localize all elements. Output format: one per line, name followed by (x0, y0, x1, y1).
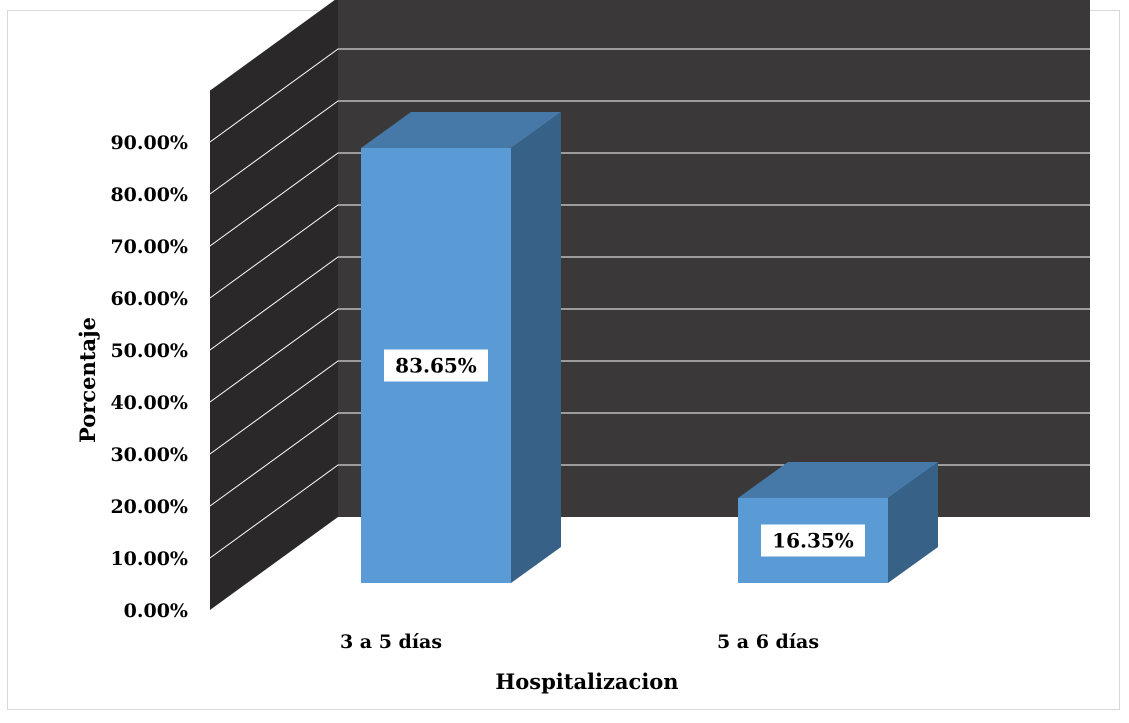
chart-walls (210, 0, 1090, 610)
data-label-box (384, 349, 488, 382)
gridline (209, 256, 1090, 351)
y-tick-label: 70.00% (110, 236, 188, 258)
bar-side (888, 461, 938, 583)
gridline (209, 0, 335, 91)
y-tick-label: 80.00% (110, 184, 188, 206)
data-label-box (761, 524, 865, 557)
side-wall (210, 0, 338, 610)
gridline (209, 152, 1090, 247)
gridline (209, 100, 1090, 195)
data-label: 16.35% (772, 528, 854, 552)
y-axis-title: Porcentaje (75, 317, 100, 443)
gridline (209, 412, 1090, 507)
y-tick-label: 60.00% (110, 288, 188, 310)
gridline (209, 360, 1090, 455)
gridline (209, 308, 1090, 403)
bar-top (361, 112, 561, 149)
y-tick-label: 90.00% (110, 132, 188, 154)
gridlines (209, 0, 1090, 559)
y-tick-label: 20.00% (110, 496, 188, 518)
y-tick-label: 30.00% (110, 444, 188, 466)
bar-side (511, 112, 561, 584)
gridline (209, 204, 1090, 299)
x-tick-label: 5 a 6 días (717, 631, 819, 653)
bars: 83.65% 16.35% (361, 112, 938, 584)
y-tick-label: 0.00% (124, 600, 188, 622)
x-tick-label: 3 a 5 días (340, 631, 442, 653)
y-tick-label: 40.00% (110, 392, 188, 414)
y-tick-label: 50.00% (110, 340, 188, 362)
gridline (209, 48, 1090, 143)
data-label: 83.65% (395, 354, 477, 378)
y-tick-label: 10.00% (110, 548, 188, 570)
y-axis-ticks: 0.00% 10.00% 20.00% 30.00% 40.00% 50.00% 60.00… (110, 132, 188, 622)
bar-top (738, 461, 938, 498)
x-axis-title: Hospitalizacion (495, 669, 678, 694)
x-axis-ticks: 3 a 5 días 5 a 6 días (340, 631, 819, 653)
